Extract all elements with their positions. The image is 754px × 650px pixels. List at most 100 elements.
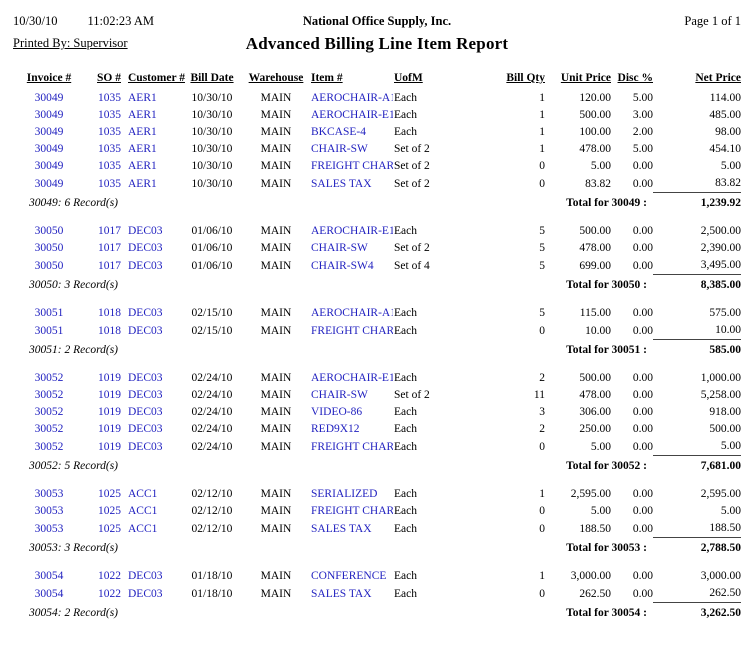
group-record-count: 30053: 3 Record(s) (29, 542, 118, 554)
cell-bill-date: 01/18/10 (191, 587, 233, 600)
cell-customer[interactable]: DEC03 (128, 389, 163, 401)
cell-customer[interactable]: AER1 (128, 109, 157, 121)
cell-so[interactable]: 1017 (98, 259, 121, 272)
cell-so[interactable]: 1019 (98, 440, 121, 453)
cell-item[interactable]: CHAIR-SW (311, 242, 368, 254)
cell-so[interactable]: 1035 (98, 92, 121, 104)
cell-item[interactable]: RED9X12 (311, 423, 360, 435)
cell-uofm: Each (394, 372, 417, 384)
cell-item[interactable]: FREIGHT CHARGE (311, 324, 393, 337)
cell-invoice[interactable]: 30052 (34, 406, 64, 418)
cell-item[interactable]: FREIGHT CHARGE (311, 160, 393, 172)
group-spacer (13, 360, 741, 370)
cell-invoice[interactable]: 30050 (34, 242, 64, 254)
cell-item[interactable]: BKCASE-4 (311, 126, 366, 138)
cell-invoice[interactable]: 30049 (34, 177, 64, 190)
cell-invoice[interactable]: 30053 (34, 522, 64, 535)
cell-customer[interactable]: DEC03 (128, 242, 163, 254)
cell-customer[interactable]: AER1 (128, 126, 157, 138)
cell-unit-price: 306.00 (579, 406, 611, 418)
cell-invoice[interactable]: 30052 (34, 372, 64, 384)
cell-so[interactable]: 1019 (98, 372, 121, 384)
cell-invoice[interactable]: 30053 (34, 488, 64, 500)
cell-invoice[interactable]: 30050 (34, 259, 64, 272)
cell-invoice[interactable]: 30051 (34, 324, 64, 337)
cell-invoice[interactable]: 30053 (34, 505, 64, 517)
cell-invoice[interactable]: 30050 (34, 225, 64, 237)
cell-item[interactable]: AEROCHAIR-E1 (311, 372, 393, 384)
cell-customer[interactable]: DEC03 (128, 587, 163, 600)
cell-customer[interactable]: DEC03 (128, 307, 163, 319)
cell-so[interactable]: 1019 (98, 423, 121, 435)
table-row: 30054 1022 DEC03 01/18/10 MAIN SALES TAX Each 0… (13, 585, 741, 603)
cell-customer[interactable]: AER1 (128, 177, 157, 190)
cell-customer[interactable]: AER1 (128, 160, 157, 172)
cell-customer[interactable]: DEC03 (128, 259, 163, 272)
cell-customer[interactable]: DEC03 (128, 324, 163, 337)
cell-so[interactable]: 1018 (98, 324, 121, 337)
cell-so[interactable]: 1019 (98, 389, 121, 401)
cell-item[interactable]: CONFERENCE (311, 570, 387, 582)
cell-item[interactable]: AEROCHAIR-E1 (311, 109, 393, 121)
cell-invoice[interactable]: 30052 (34, 423, 64, 435)
cell-so[interactable]: 1025 (98, 522, 121, 535)
cell-uofm: Each (394, 109, 417, 121)
cell-customer[interactable]: DEC03 (128, 406, 163, 418)
cell-so[interactable]: 1017 (98, 242, 121, 254)
cell-invoice[interactable]: 30049 (34, 160, 64, 172)
cell-customer[interactable]: ACC1 (128, 505, 158, 517)
cell-item[interactable]: SALES TAX (311, 587, 372, 600)
cell-uofm: Set of 2 (394, 143, 430, 155)
cell-so[interactable]: 1017 (98, 225, 121, 237)
cell-customer[interactable]: ACC1 (128, 522, 158, 535)
cell-invoice[interactable]: 30049 (34, 92, 64, 104)
cell-invoice[interactable]: 30049 (34, 126, 64, 138)
cell-invoice[interactable]: 30052 (34, 440, 64, 453)
cell-item[interactable]: SERIALIZED (311, 488, 378, 500)
cell-customer[interactable]: AER1 (128, 143, 157, 155)
cell-customer[interactable]: AER1 (128, 92, 157, 104)
cell-item[interactable]: CHAIR-SW4 (311, 259, 374, 272)
cell-invoice[interactable]: 30052 (34, 389, 64, 401)
cell-invoice[interactable]: 30049 (34, 143, 64, 155)
cell-item[interactable]: CHAIR-SW (311, 143, 368, 155)
cell-uofm: Set of 2 (394, 242, 430, 254)
cell-item[interactable]: SALES TAX (311, 522, 372, 535)
cell-bill-qty: 0 (539, 160, 545, 172)
cell-so[interactable]: 1035 (98, 177, 121, 190)
cell-customer[interactable]: DEC03 (128, 225, 163, 237)
cell-customer[interactable]: DEC03 (128, 440, 163, 453)
col-header-net-price: Net Price (695, 72, 741, 84)
cell-item[interactable]: AEROCHAIR-A1 (311, 307, 393, 319)
cell-item[interactable]: FREIGHT CHARGE (311, 440, 393, 453)
cell-bill-date: 02/15/10 (191, 324, 233, 337)
group-spacer (13, 213, 741, 223)
cell-customer[interactable]: ACC1 (128, 488, 158, 500)
col-header-customer: Customer # (128, 72, 185, 84)
cell-invoice[interactable]: 30054 (34, 587, 64, 600)
cell-so[interactable]: 1025 (98, 505, 121, 517)
cell-so[interactable]: 1019 (98, 406, 121, 418)
cell-so[interactable]: 1035 (98, 160, 121, 172)
cell-invoice[interactable]: 30051 (34, 307, 64, 319)
cell-item[interactable]: CHAIR-SW (311, 389, 368, 401)
cell-invoice[interactable]: 30049 (34, 109, 64, 121)
cell-so[interactable]: 1035 (98, 109, 121, 121)
cell-customer[interactable]: DEC03 (128, 372, 163, 384)
cell-so[interactable]: 1022 (98, 570, 121, 582)
cell-customer[interactable]: DEC03 (128, 423, 163, 435)
cell-item[interactable]: AEROCHAIR-A1 (311, 92, 393, 104)
cell-so[interactable]: 1035 (98, 126, 121, 138)
cell-item[interactable]: AEROCHAIR-E1 (311, 225, 393, 237)
cell-invoice[interactable]: 30054 (34, 570, 64, 582)
cell-net-price: 10.00 (715, 324, 741, 336)
cell-customer[interactable]: DEC03 (128, 570, 163, 582)
cell-item[interactable]: SALES TAX (311, 177, 372, 190)
cell-so[interactable]: 1025 (98, 488, 121, 500)
cell-so[interactable]: 1018 (98, 307, 121, 319)
cell-warehouse: MAIN (260, 143, 292, 155)
cell-item[interactable]: VIDEO-86 (311, 406, 363, 418)
cell-item[interactable]: FREIGHT CHARGE (311, 505, 393, 517)
cell-so[interactable]: 1035 (98, 143, 121, 155)
cell-so[interactable]: 1022 (98, 587, 121, 600)
